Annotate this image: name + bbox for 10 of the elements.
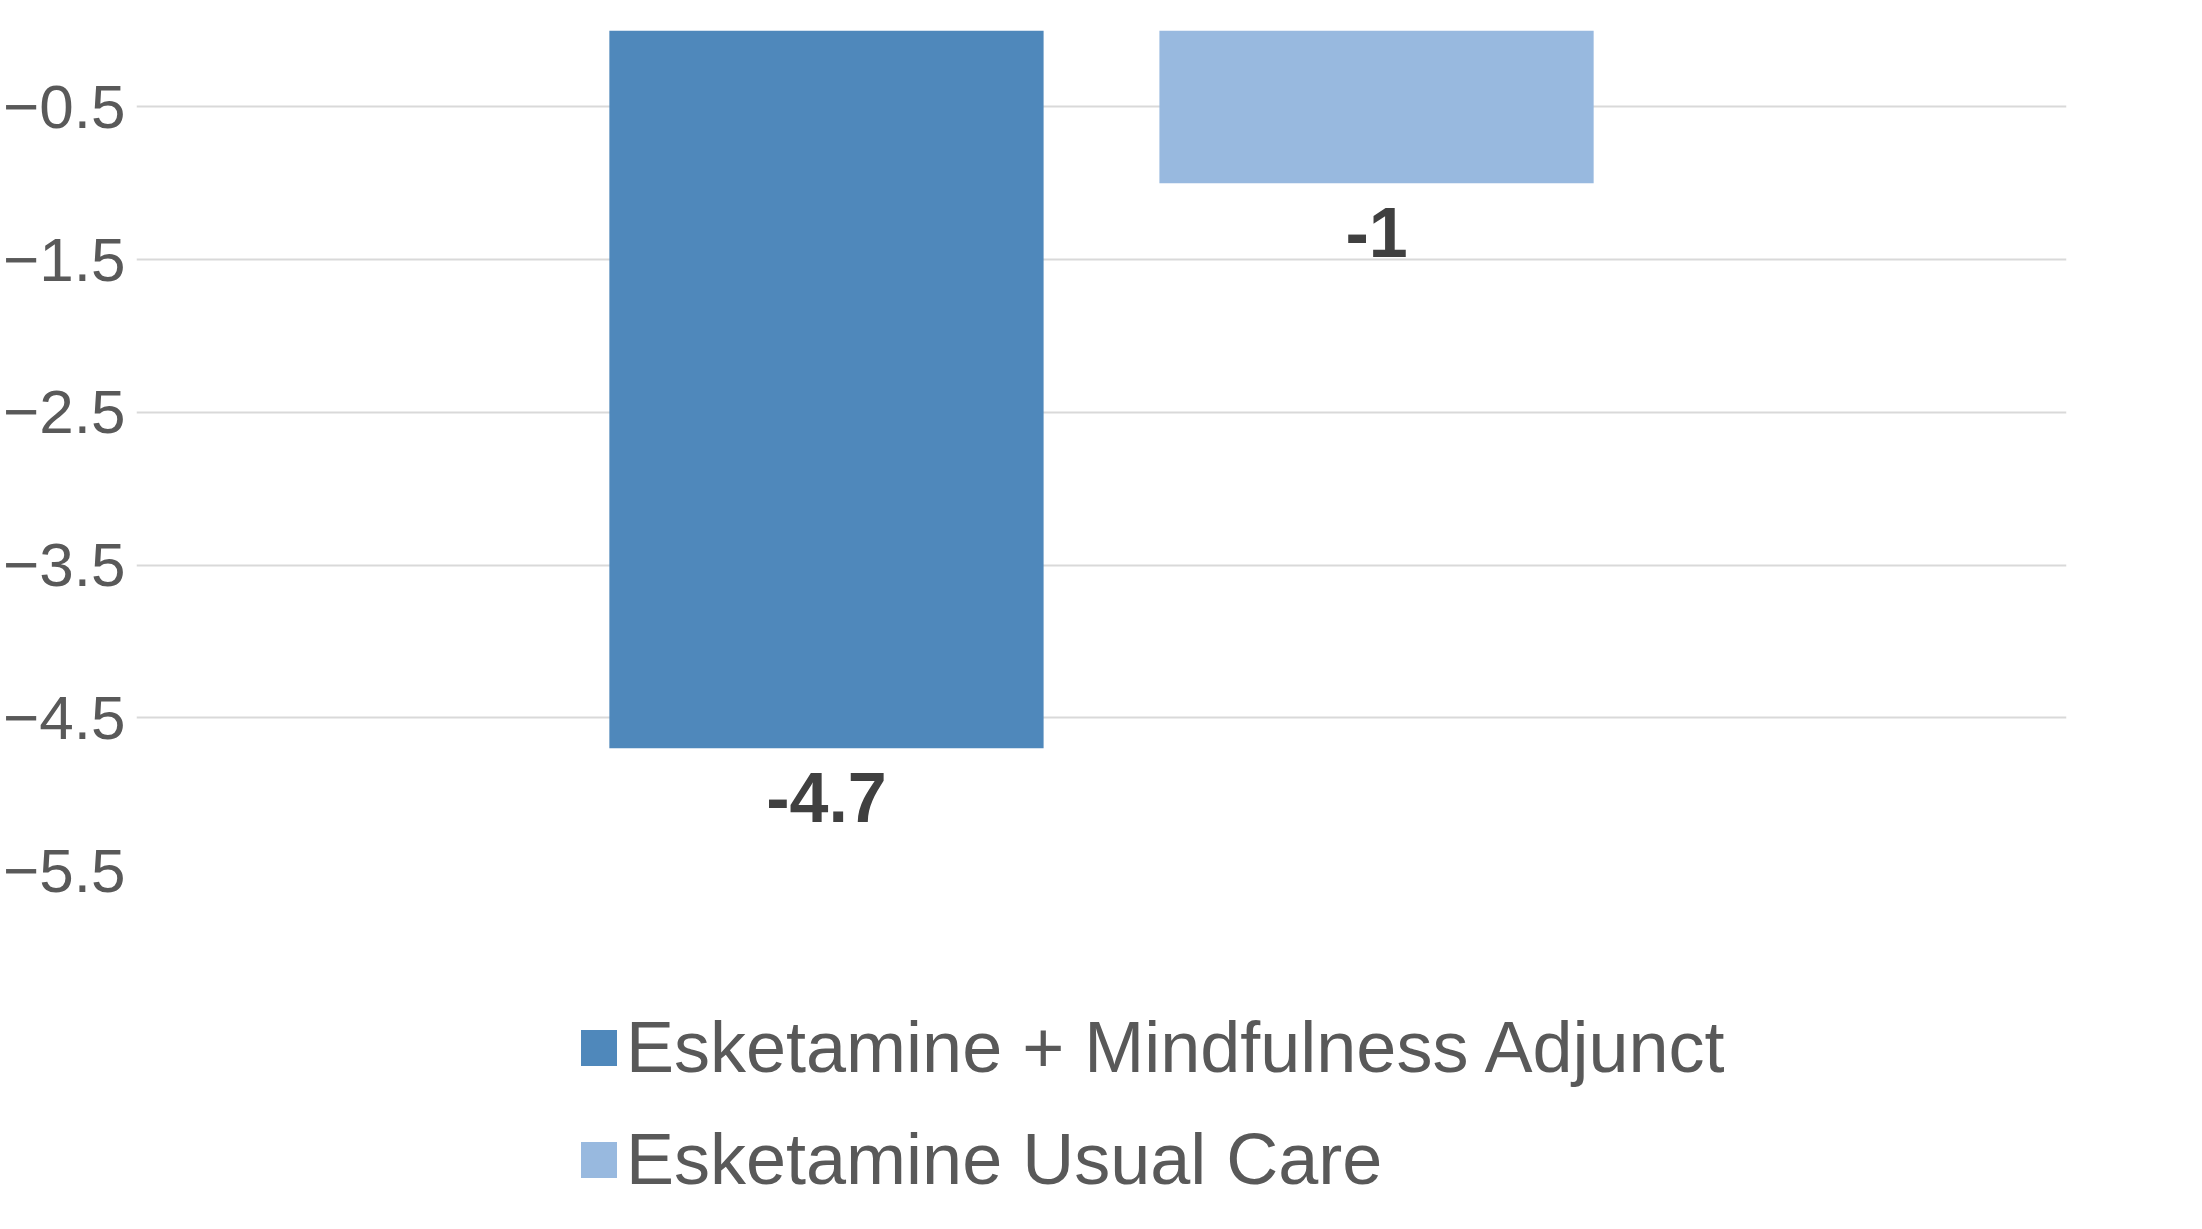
data-label: -1 (1345, 194, 1408, 273)
y-tick-label: −1.5 (3, 224, 126, 294)
y-tick-label: −3.5 (3, 530, 126, 600)
legend-label: Esketamine Usual Care (626, 1118, 1383, 1200)
y-tick-label: −0.5 (3, 71, 126, 141)
data-label: -4.7 (766, 759, 887, 838)
y-tick-label: −5.5 (3, 835, 126, 905)
y-tick-label: −2.5 (3, 377, 126, 447)
legend-label: Esketamine + Mindfulness Adjunct (626, 1006, 1725, 1088)
y-tick-label: −4.5 (3, 682, 126, 752)
